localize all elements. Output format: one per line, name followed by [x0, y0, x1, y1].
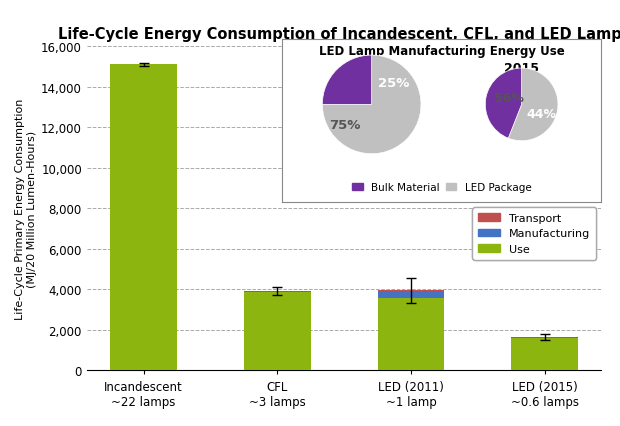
Text: 25%: 25% — [378, 77, 410, 89]
Text: 75%: 75% — [329, 118, 360, 131]
Bar — [378, 299, 445, 371]
Bar — [244, 292, 311, 293]
Title: Life-Cycle Energy Consumption of Incandescent, CFL, and LED Lamps: Life-Cycle Energy Consumption of Incande… — [58, 26, 620, 42]
Legend: Bulk Material, LED Package: Bulk Material, LED Package — [348, 179, 536, 197]
Legend: Transport, Manufacturing, Use: Transport, Manufacturing, Use — [472, 208, 596, 260]
Text: 2011: 2011 — [354, 61, 389, 75]
Text: 2015: 2015 — [504, 61, 539, 75]
Wedge shape — [508, 69, 558, 141]
Bar — [511, 338, 578, 371]
Wedge shape — [485, 69, 521, 139]
Y-axis label: Life-Cycle Primary Energy Consumption
(MJ/20 Million Lumen-Hours): Life-Cycle Primary Energy Consumption (M… — [16, 98, 37, 319]
Wedge shape — [322, 56, 421, 154]
Bar — [244, 293, 311, 371]
Text: 56%: 56% — [494, 92, 524, 104]
Bar — [378, 292, 445, 299]
Text: LED Lamp Manufacturing Energy Use: LED Lamp Manufacturing Energy Use — [319, 45, 565, 58]
Text: 44%: 44% — [526, 108, 557, 121]
Bar — [378, 291, 445, 292]
Wedge shape — [322, 56, 371, 105]
Bar — [110, 65, 177, 371]
Bar — [244, 291, 311, 292]
Bar — [511, 337, 578, 338]
